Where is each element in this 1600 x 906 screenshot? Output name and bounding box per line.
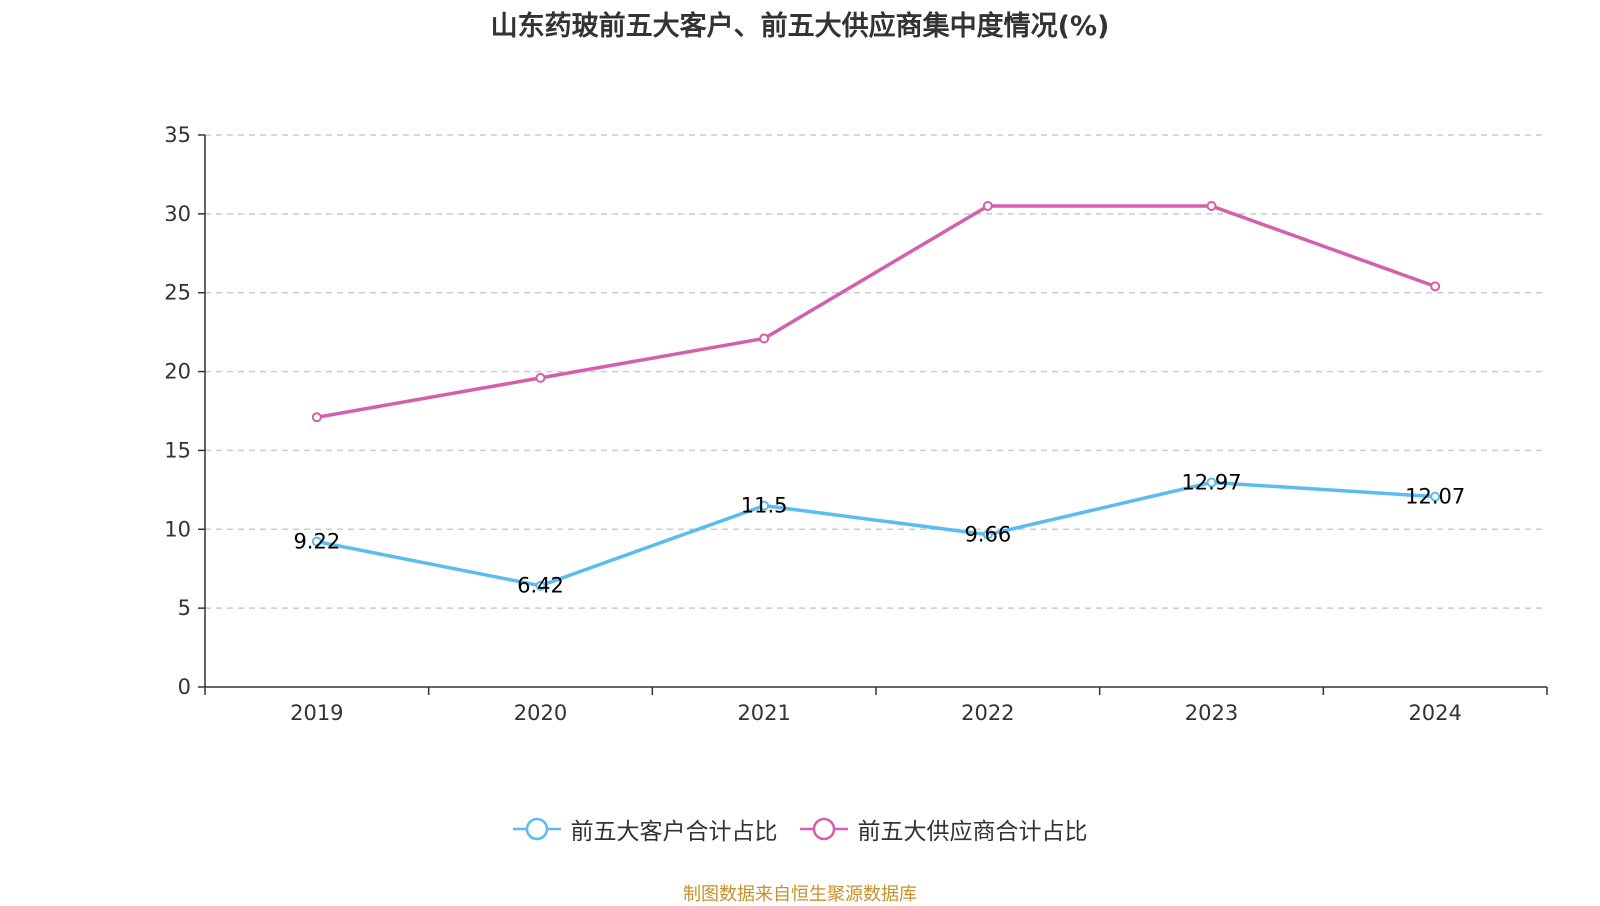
data-point[interactable] [535, 372, 546, 383]
y-tick-label: 20 [164, 360, 191, 384]
series-line-0 [316, 480, 1436, 588]
data-label: 12.97 [1181, 470, 1241, 494]
x-tick-label: 2023 [1185, 701, 1238, 725]
legend-marker-suppliers [799, 817, 848, 841]
y-tick-label: 30 [164, 202, 191, 226]
data-label: 11.5 [741, 494, 788, 518]
data-labels: 9.22 6.42 11.5 9.66 12.97 12.07 [293, 470, 1465, 597]
data-label: 9.22 [293, 530, 340, 554]
y-tick-label: 5 [178, 596, 191, 620]
data-point[interactable] [311, 412, 322, 423]
grid-lines [205, 134, 1547, 609]
data-point[interactable] [1206, 200, 1217, 211]
x-tick-label: 2020 [514, 701, 567, 725]
legend-item-suppliers[interactable]: 前五大供应商合计占比 [799, 812, 1088, 846]
data-point[interactable] [535, 580, 546, 591]
y-tick-label: 35 [164, 123, 191, 147]
x-tick-label: 2022 [961, 701, 1014, 725]
data-label: 6.42 [517, 574, 564, 598]
legend-label-customers: 前五大客户合计占比 [570, 819, 778, 845]
data-point[interactable] [982, 200, 993, 211]
chart-title: 山东药玻前五大客户、前五大供应商集中度情况(%) [490, 11, 1110, 42]
data-point[interactable] [1430, 281, 1441, 292]
legend-marker-customers [512, 817, 561, 841]
data-point[interactable] [982, 529, 993, 540]
data-point[interactable] [759, 500, 770, 511]
data-label: 12.07 [1405, 485, 1465, 509]
y-tick-label: 10 [164, 517, 191, 541]
x-tick-label: 2024 [1408, 701, 1461, 725]
x-tick-label: 2021 [737, 701, 790, 725]
data-point[interactable] [759, 333, 770, 344]
x-tick-label: 2019 [290, 701, 343, 725]
y-tick-label: 0 [178, 675, 191, 699]
series-layer [311, 200, 1441, 591]
data-point[interactable] [1430, 491, 1441, 502]
data-label: 9.66 [964, 523, 1011, 547]
legend-item-customers[interactable]: 前五大客户合计占比 [512, 812, 778, 846]
data-point[interactable] [1206, 477, 1217, 488]
data-point[interactable] [311, 536, 322, 547]
legend: 前五大客户合计占比 前五大供应商合计占比 [0, 812, 1600, 846]
legend-label-suppliers: 前五大供应商合计占比 [857, 819, 1088, 845]
source-note: 制图数据来自恒生聚源数据库 [683, 884, 917, 905]
y-tick-label: 15 [164, 438, 191, 462]
axes: 0 5 10 15 20 25 30 35 2019 2020 2021 2022 2023 2024 [164, 123, 1548, 725]
series-line-1 [316, 204, 1436, 420]
y-tick-label: 25 [164, 281, 191, 305]
